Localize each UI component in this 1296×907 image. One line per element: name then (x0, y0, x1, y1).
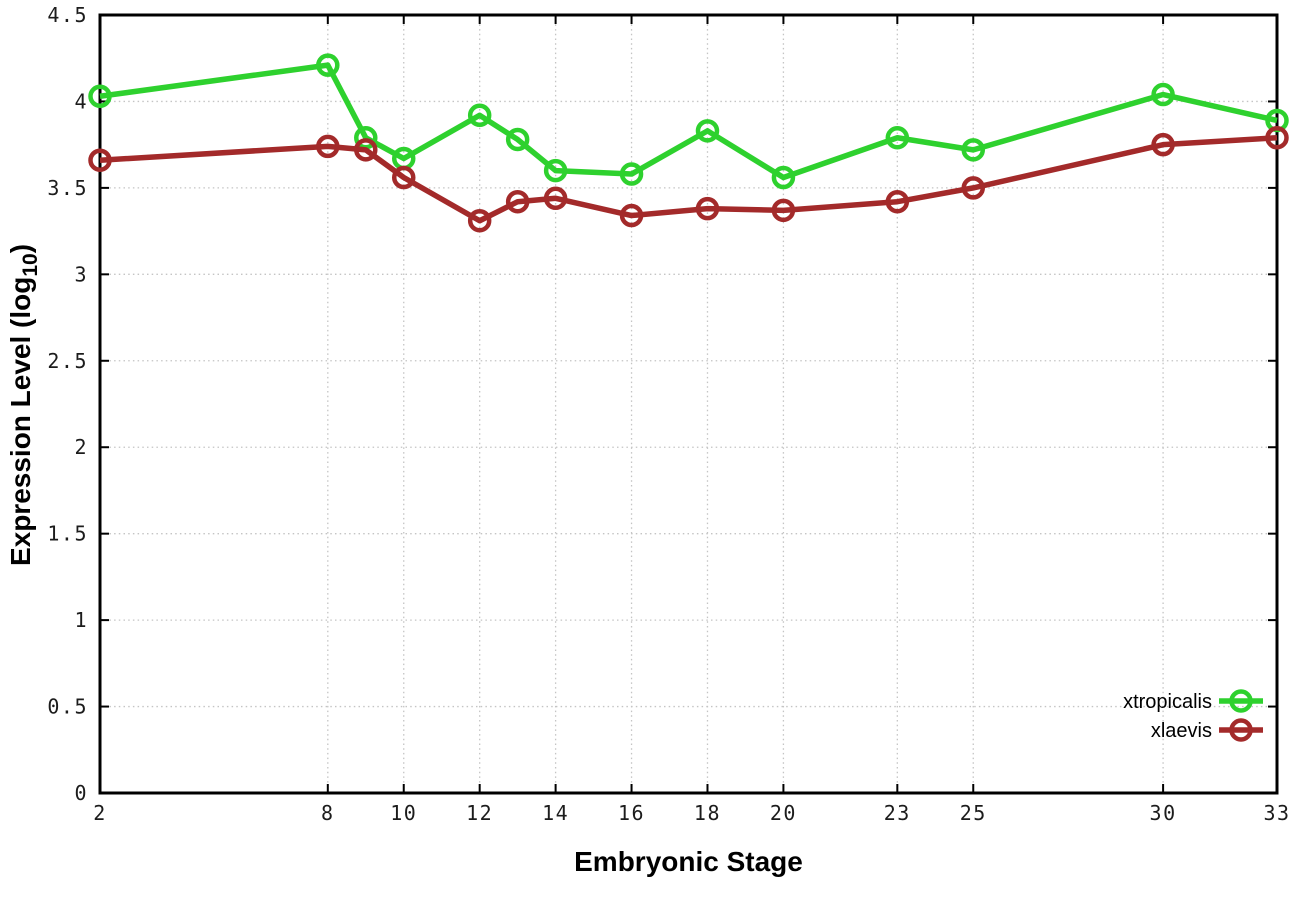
x-tick-label: 16 (618, 801, 645, 825)
data-point-xlaevis (619, 203, 644, 228)
data-point-xtropicalis (1151, 82, 1175, 107)
y-tick-label: 3 (74, 262, 88, 286)
data-point-xtropicalis (695, 119, 720, 143)
data-point-xtropicalis (771, 165, 796, 190)
x-tick-label: 20 (770, 801, 797, 825)
data-point-xlaevis (695, 196, 720, 221)
y-tick-label: 0 (74, 781, 88, 805)
x-tick-label: 25 (960, 801, 987, 825)
y-axis-title-suffix: ) (5, 243, 36, 254)
y-axis-title: Expression Level (log10) (5, 244, 43, 566)
data-point-xlaevis (391, 165, 416, 190)
data-point-xtropicalis (88, 84, 112, 109)
data-point-xlaevis (505, 189, 530, 214)
y-tick-label: 4.5 (47, 3, 88, 27)
y-tick-label: 2 (74, 435, 88, 459)
legend-marker-sample (1229, 689, 1253, 713)
series-xlaevis (88, 126, 1289, 233)
gridlines (100, 15, 1277, 793)
x-tick-label: 8 (321, 801, 335, 825)
x-tick-label: 23 (884, 801, 911, 825)
axis-ticks (99, 14, 1278, 794)
data-point-xlaevis (771, 198, 796, 223)
data-point-xtropicalis (961, 138, 986, 162)
data-point-xlaevis (961, 176, 986, 200)
data-point-xlaevis (354, 138, 378, 162)
data-point-xtropicalis (316, 53, 340, 77)
legend-label-xtropicalis: xtropicalis (1123, 691, 1212, 713)
y-tick-label: 1 (74, 608, 88, 632)
series-xtropicalis (88, 53, 1289, 190)
x-tick-label: 2 (93, 801, 107, 825)
y-axis-title-main: Expression Level (log (5, 276, 36, 567)
data-point-xlaevis (1151, 132, 1175, 157)
y-tick-labels: 0 0.5 1 1.5 2 2.5 3 3.5 4 4.5 (47, 3, 88, 805)
data-point-xlaevis (467, 208, 492, 233)
legend-entry-xtropicalis: xtropicalis (1123, 689, 1263, 713)
data-point-xtropicalis (543, 158, 568, 183)
legend: xtropicalis xlaevis (1123, 689, 1263, 742)
x-tick-label: 10 (390, 801, 417, 825)
x-tick-label: 18 (694, 801, 721, 825)
series-line-xlaevis (99, 135, 1278, 224)
legend-marker-sample (1229, 718, 1253, 742)
y-tick-label: 4 (74, 89, 88, 113)
x-tick-label: 30 (1150, 801, 1177, 825)
y-tick-label: 1.5 (47, 522, 88, 546)
data-point-xlaevis (1265, 126, 1289, 150)
data-point-xtropicalis (885, 126, 910, 150)
data-point-xlaevis (543, 186, 568, 211)
data-point-xtropicalis (467, 103, 492, 128)
data-point-xtropicalis (619, 162, 644, 186)
x-axis-title: Embryonic Stage (574, 846, 803, 877)
x-tick-label: 14 (542, 801, 569, 825)
data-point-xlaevis (88, 148, 112, 172)
data-point-xtropicalis (505, 127, 530, 152)
x-tick-labels: 2 8 10 12 14 16 18 20 23 25 30 33 (93, 801, 1290, 825)
x-tick-label: 33 (1263, 801, 1290, 825)
y-tick-label: 0.5 (47, 695, 88, 719)
legend-entry-xlaevis: xlaevis (1151, 718, 1263, 742)
data-point-xlaevis (316, 134, 340, 159)
y-tick-label: 3.5 (47, 176, 88, 200)
x-tick-label: 12 (466, 801, 493, 825)
plot-border (98, 13, 1279, 795)
y-tick-label: 2.5 (47, 349, 88, 373)
data-point-xlaevis (885, 189, 910, 214)
legend-label-xlaevis: xlaevis (1151, 720, 1212, 742)
y-axis-title-subscript: 10 (19, 253, 42, 277)
